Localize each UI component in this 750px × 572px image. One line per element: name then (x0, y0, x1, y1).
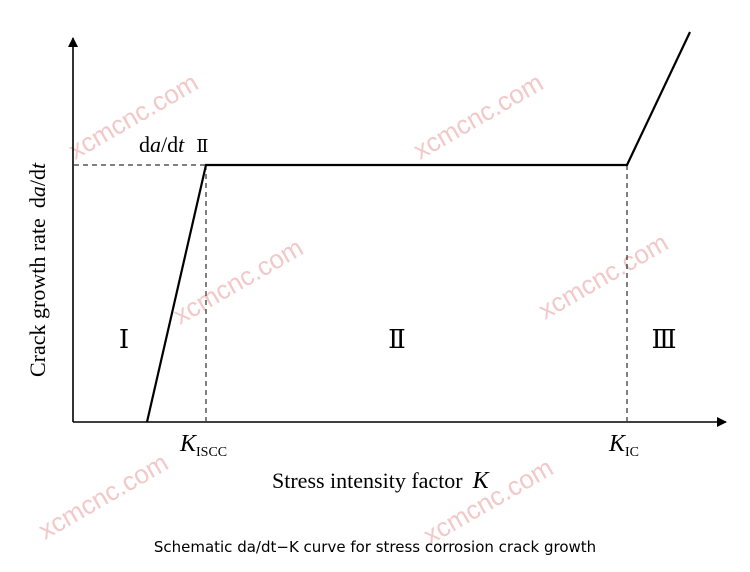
region-2-label: Ⅱ (388, 325, 406, 354)
region-3-label: Ⅲ (651, 325, 676, 354)
watermark-text: xcmcnc.com (168, 232, 308, 330)
x-axis-label: Stress intensity factor K (272, 468, 491, 494)
watermark-text: xcmcnc.com (418, 452, 558, 550)
watermark-text: xcmcnc.com (408, 67, 548, 165)
watermark-text: xcmcnc.com (33, 447, 173, 545)
k-iscc-tick-label: KISCC (179, 431, 227, 460)
watermark-text: xcmcnc.com (533, 227, 673, 325)
k-ic-tick-label: KIC (608, 431, 639, 460)
figure-caption: Schematic da/dt−K curve for stress corro… (154, 538, 596, 556)
plateau-rate-label: da/dt Ⅱ (139, 132, 208, 157)
crack-growth-curve (145, 31, 691, 423)
y-axis-label: Crack growth rateda/dt (25, 162, 50, 377)
region-1-label: Ⅰ (119, 325, 129, 354)
